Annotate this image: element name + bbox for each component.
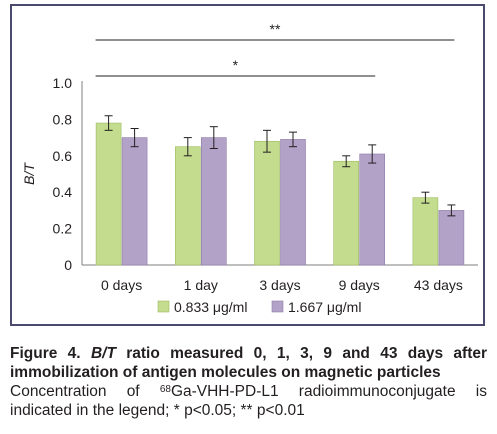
- caption-title-line-1: Figure 4. B/T ratio measured 0, 1, 3, 9 …: [10, 344, 487, 363]
- bar-low: [412, 197, 439, 266]
- caption-title-rest: ratio measured 0, 1, 3, 9 and 43 days af…: [126, 345, 488, 362]
- x-tick-label: 1 day: [184, 277, 218, 293]
- bar-high: [201, 137, 227, 266]
- legend-swatch: [157, 300, 170, 313]
- y-tick-label: 0.6: [53, 148, 73, 164]
- significance-label: *: [233, 57, 239, 73]
- legend-label: 1.667 μg/ml: [288, 299, 361, 315]
- chart-frame: 0 0.2 0.4 0.6 0.8 1.0 B/T 0 days 1 day 3 days 9 da…: [10, 4, 485, 326]
- bar-high: [280, 139, 306, 266]
- figure-label: Figure 4.: [10, 345, 81, 362]
- bar-low: [175, 146, 201, 266]
- legend-swatch: [271, 300, 284, 313]
- y-tick-label: 0: [64, 257, 72, 273]
- caption-body-post: Ga-VHH-PD-L1 radioimmunoconjugate is: [170, 383, 487, 400]
- isotope-mass: 68: [159, 384, 171, 395]
- y-tick-label: 0.8: [53, 111, 73, 127]
- caption-body-pre: Concentration of: [10, 383, 140, 400]
- bar-low: [333, 160, 360, 266]
- figure-caption: Figure 4. B/T ratio measured 0, 1, 3, 9 …: [10, 344, 487, 420]
- bar-low: [254, 140, 280, 266]
- caption-body-line-2: indicated in the legend; * p<0.05; ** p<…: [10, 402, 305, 419]
- caption-bt: B/T: [90, 345, 116, 362]
- x-tick-label: 43 days: [414, 277, 463, 293]
- x-tick-label: 3 days: [259, 277, 300, 293]
- bar-low: [95, 122, 122, 266]
- caption-body-line-1: Concentration of 68Ga-VHH-PD-L1 radioimm…: [10, 382, 487, 401]
- bar-high: [121, 137, 148, 266]
- y-tick-label: 0.2: [53, 221, 73, 237]
- x-tick-label: 0 days: [101, 277, 142, 293]
- bar-chart: 0 0.2 0.4 0.6 0.8 1.0 B/T 0 days 1 day 3 days 9 da…: [21, 21, 478, 315]
- significance-label: **: [270, 21, 281, 37]
- x-tick-label: 9 days: [339, 277, 380, 293]
- y-tick-label: 0.4: [53, 184, 73, 200]
- caption-title-line-2: immobilization of antigen molecules on m…: [10, 364, 441, 381]
- y-tick-label: 1.0: [53, 75, 73, 91]
- bar-high: [359, 153, 386, 266]
- y-axis-label: B/T: [21, 162, 37, 185]
- bar-high: [438, 210, 465, 266]
- legend-label: 0.833 μg/ml: [174, 299, 247, 315]
